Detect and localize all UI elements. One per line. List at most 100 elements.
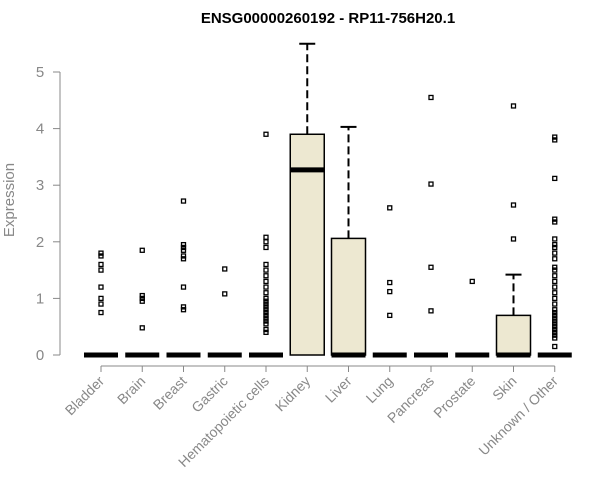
outlier-point: [139, 247, 145, 253]
outlier-point: [263, 234, 269, 240]
outlier-point: [98, 261, 104, 268]
outlier-point: [510, 236, 517, 242]
outlier-point: [263, 321, 269, 327]
outlier-point: [98, 250, 104, 256]
outlier-point: [263, 301, 269, 307]
outlier-point: [139, 325, 145, 331]
x-tick-label: Breast: [150, 373, 190, 413]
outlier-point: [98, 253, 104, 259]
outlier-point: [428, 181, 434, 187]
outlier-point: [510, 103, 517, 109]
outlier-point: [263, 326, 269, 333]
outlier-point: [263, 273, 269, 279]
outlier-point: [552, 273, 558, 279]
outlier-point: [552, 256, 558, 262]
outlier-point: [552, 236, 558, 242]
outlier-point: [263, 315, 269, 321]
outlier-point: [552, 335, 558, 341]
outlier-point: [552, 343, 558, 350]
box-group: [537, 134, 572, 358]
outlier-point: [139, 292, 145, 299]
outlier-point: [263, 290, 269, 296]
outlier-point: [263, 309, 269, 316]
box-group: [166, 198, 201, 358]
outlier-point: [180, 244, 187, 251]
outlier-point: [139, 298, 145, 304]
outlier-point: [552, 332, 558, 338]
outlier-point: [180, 284, 187, 290]
outlier-point: [469, 278, 475, 285]
box: [289, 133, 325, 356]
x-tick-label: Liver: [322, 373, 355, 406]
box-group: [207, 266, 242, 358]
outlier-point: [387, 279, 393, 286]
outlier-point: [552, 329, 558, 336]
box-group: [330, 125, 367, 358]
outlier-point: [552, 290, 558, 296]
y-tick-label: 3: [36, 177, 44, 194]
outlier-point: [552, 264, 558, 270]
outlier-point: [98, 301, 104, 307]
chart-title: ENSG00000260192 - RP11-756H20.1: [201, 10, 455, 27]
outlier-point: [552, 284, 558, 290]
outlier-point: [552, 267, 558, 273]
x-tick-label: Prostate: [430, 373, 478, 421]
y-tick-label: 0: [36, 347, 44, 364]
outlier-point: [387, 288, 393, 295]
y-axis-label: Expression: [1, 163, 18, 237]
box-group: [84, 250, 118, 358]
box-group: [495, 103, 532, 358]
outlier-point: [552, 241, 558, 248]
outlier-point: [552, 250, 558, 256]
outlier-point: [263, 131, 269, 137]
outlier-point: [552, 321, 558, 327]
outlier-point: [180, 241, 187, 248]
outlier-point: [263, 284, 269, 290]
outlier-point: [263, 239, 269, 245]
outlier-point: [552, 244, 558, 251]
outlier-point: [428, 264, 434, 270]
outlier-point: [552, 278, 558, 285]
y-tick-label: 2: [36, 234, 44, 251]
outlier-point: [98, 267, 104, 273]
outlier-point: [222, 291, 228, 297]
outlier-point: [263, 312, 269, 319]
outlier-point: [98, 295, 104, 302]
outlier-point: [263, 307, 269, 313]
outlier-point: [263, 304, 269, 310]
outlier-point: [180, 307, 187, 313]
outlier-point: [180, 256, 187, 262]
outlier-point: [552, 326, 558, 333]
outlier-point: [552, 312, 558, 319]
x-tick-label: Kidney: [272, 373, 314, 415]
outlier-point: [552, 301, 558, 307]
outlier-point: [98, 284, 104, 290]
outlier-point: [552, 315, 558, 321]
outlier-point: [552, 137, 558, 143]
outlier-point: [263, 298, 269, 304]
y-tick-label: 1: [36, 290, 44, 307]
outlier-point: [263, 295, 269, 302]
outlier-point: [180, 198, 187, 204]
y-tick-label: 4: [36, 121, 44, 138]
outlier-point: [387, 312, 393, 319]
outlier-point: [552, 175, 558, 182]
x-tick-label: Skin: [489, 373, 520, 404]
box-group: [372, 205, 407, 358]
outlier-point: [552, 324, 558, 330]
outlier-point: [552, 318, 558, 324]
outlier-point: [180, 253, 187, 259]
outlier-point: [98, 309, 104, 316]
plot-area: [84, 42, 572, 358]
outlier-point: [552, 295, 558, 302]
outlier-point: [222, 266, 228, 272]
box-group: [125, 247, 160, 358]
outlier-point: [263, 318, 269, 324]
outlier-point: [180, 304, 187, 310]
box-group: [414, 94, 448, 358]
box: [495, 314, 532, 356]
outlier-point: [263, 244, 269, 251]
outlier-point: [180, 247, 187, 253]
